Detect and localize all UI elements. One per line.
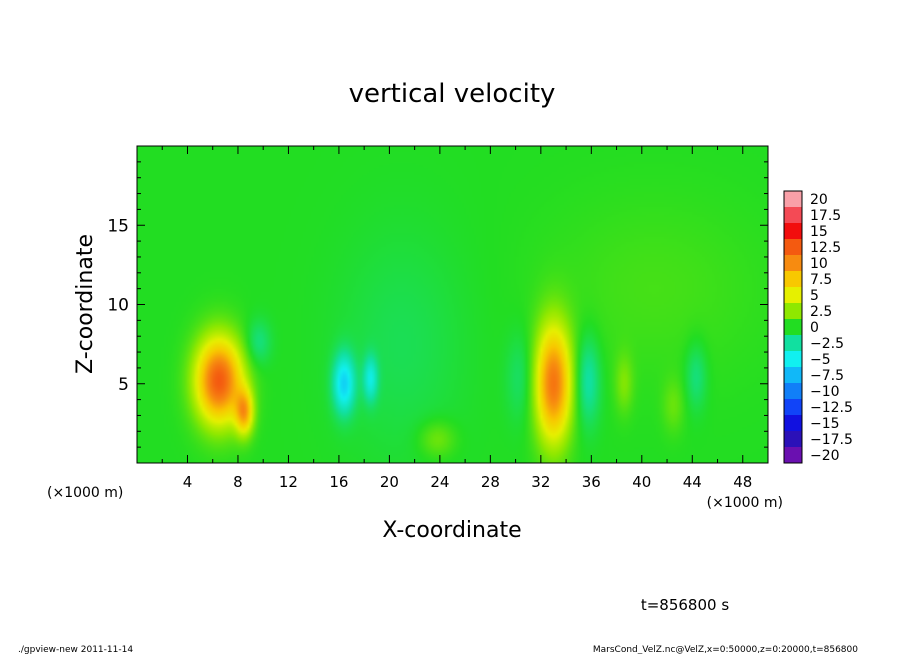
x-tick-label: 48 — [733, 473, 752, 491]
colorbar-band — [784, 431, 802, 448]
y-axis-label: Z-coordinate — [73, 234, 98, 374]
x-tick-label: 4 — [183, 473, 193, 491]
colorbar-label: −7.5 — [810, 368, 844, 384]
colorbar-frame — [783, 190, 803, 464]
colorbar-label: 15 — [810, 224, 828, 240]
x-tick-label: 12 — [279, 473, 298, 491]
colorbar-band — [784, 335, 802, 352]
colorbar-band — [784, 367, 802, 384]
colorbar-label: 10 — [810, 256, 828, 272]
colorbar-label: 20 — [810, 192, 828, 208]
colorbar-band — [784, 447, 802, 464]
x-tick-label: 20 — [380, 473, 399, 491]
colorbar-label: −17.5 — [810, 432, 853, 448]
colorbar-label: 0 — [810, 320, 819, 336]
colorbar-label: 2.5 — [810, 304, 832, 320]
heatmap — [137, 146, 768, 463]
y-tick-label: 10 — [107, 296, 129, 316]
colorbar-band — [784, 399, 802, 416]
y-axis: 5 10 15 — [107, 161, 768, 448]
colorbar-label: 12.5 — [810, 240, 841, 256]
colorbar-band — [784, 271, 802, 288]
time-label: t=856800 s — [641, 596, 729, 614]
colorbar-band — [784, 351, 802, 368]
x-unit-left: (×1000 m) — [47, 485, 123, 501]
colorbar-band — [784, 207, 802, 224]
colorbar-label: −2.5 — [810, 336, 844, 352]
colorbar-band — [784, 191, 802, 208]
colorbar-label: −5 — [810, 352, 831, 368]
chart-title: vertical velocity — [349, 79, 556, 109]
x-tick-label: 16 — [329, 473, 348, 491]
x-tick-label: 40 — [632, 473, 651, 491]
x-tick-label: 8 — [233, 473, 243, 491]
colorbar-label: −12.5 — [810, 400, 853, 416]
x-axis: 4 8 12 16 20 24 28 32 36 40 44 48 — [161, 146, 752, 491]
colorbar-band — [784, 383, 802, 400]
x-axis-label: X-coordinate — [382, 518, 521, 543]
colorbar-band — [784, 303, 802, 320]
y-tick-label: 15 — [107, 216, 129, 236]
colorbar-label: 5 — [810, 288, 819, 304]
x-tick-label: 24 — [430, 473, 449, 491]
x-tick-label: 36 — [582, 473, 601, 491]
colorbar-label: −20 — [810, 448, 840, 464]
colorbar: 2017.51512.5107.552.50−2.5−5−7.5−10−12.5… — [783, 190, 853, 464]
y-tick-label: 5 — [118, 375, 129, 395]
colorbar-band — [784, 223, 802, 240]
colorbar-band — [784, 415, 802, 432]
x-tick-label: 28 — [481, 473, 500, 491]
colorbar-label: −10 — [810, 384, 840, 400]
x-tick-label: 44 — [683, 473, 702, 491]
colorbar-label: 17.5 — [810, 208, 841, 224]
x-unit-right: (×1000 m) — [707, 495, 783, 511]
x-tick-label: 32 — [531, 473, 550, 491]
colorbar-band — [784, 255, 802, 272]
colorbar-band — [784, 287, 802, 304]
colorbar-band — [784, 319, 802, 336]
colorbar-label: −15 — [810, 416, 840, 432]
footer-left: ./gpview-new 2011-11-14 — [18, 645, 133, 654]
colorbar-band — [784, 239, 802, 256]
footer-right: MarsCond_VelZ.nc@VelZ,x=0:50000,z=0:2000… — [593, 645, 858, 654]
colorbar-label: 7.5 — [810, 272, 832, 288]
